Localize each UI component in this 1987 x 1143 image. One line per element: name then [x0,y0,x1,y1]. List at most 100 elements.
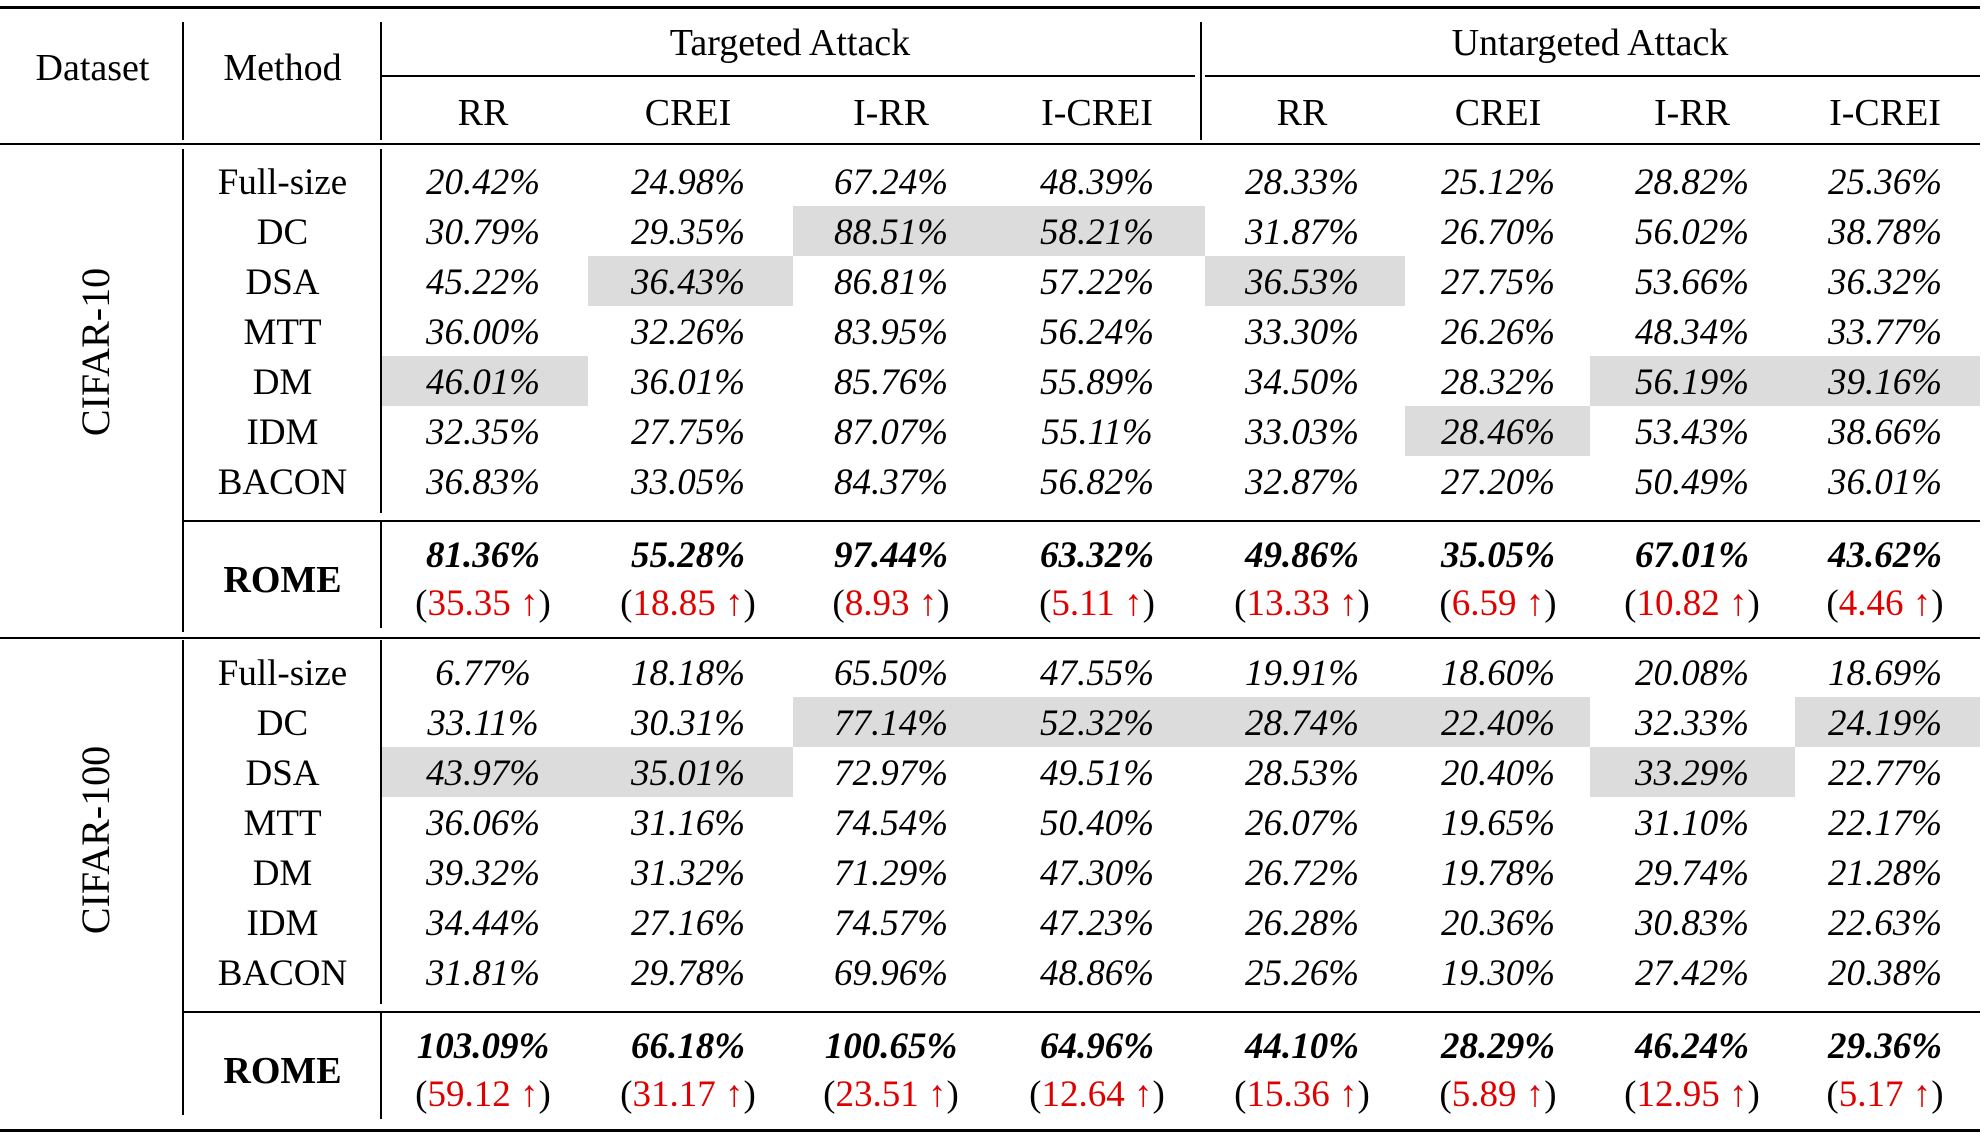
value-cell: 30.79% [425,211,541,253]
rome-value-cell: 64.96% [1039,1025,1155,1067]
value-cell: 26.28% [1244,902,1360,944]
value-cell: 45.22% [425,261,541,303]
gain-number: 15.36 [1246,1073,1330,1115]
rome-value-cell: 66.18% [630,1025,746,1067]
gain-number: 31.17 [632,1073,716,1115]
gain-close-paren: ) [1747,1073,1760,1115]
gain-number: 5.17 [1838,1073,1904,1115]
value-cell: 26.70% [1440,211,1556,253]
gain-close-paren: ) [1357,1073,1370,1115]
value-cell: 48.39% [1039,161,1155,203]
header-bottom-rule [0,143,1980,145]
best-cell-highlight [380,747,588,797]
header-metric-3: I-CREI [1041,92,1153,134]
best-cell-highlight [1795,697,1980,747]
value-cell: 24.98% [630,161,746,203]
untargeted-subrule [1205,75,1980,77]
rome-method-label: ROME [223,1050,342,1092]
gain-open-paren: ( [1624,582,1637,624]
gain-open-paren: ( [832,582,845,624]
gain-number: 12.64 [1041,1073,1125,1115]
value-cell: 29.35% [630,211,746,253]
vrule-targeted-untargeted [1200,22,1202,140]
gain-open-paren: ( [1039,582,1052,624]
best-cell-highlight [380,356,588,406]
value-cell: 55.11% [1041,411,1153,453]
value-cell: 47.23% [1039,902,1155,944]
value-cell: 32.26% [630,311,746,353]
value-cell: 30.31% [630,702,746,744]
value-cell: 25.36% [1827,161,1943,203]
value-cell: 26.72% [1244,852,1360,894]
value-cell: 27.75% [630,411,746,453]
value-cell: 53.43% [1634,411,1750,453]
value-cell: 47.30% [1039,852,1155,894]
gain-close-paren: ) [1747,582,1760,624]
header-untargeted-attack: Untargeted Attack [1451,22,1729,64]
rome-value-cell: 103.09% [416,1025,550,1067]
vrule-block-0-rome [380,522,382,628]
value-cell: 29.78% [630,952,746,994]
rome-gain-cell: (13.33 ↑) [1192,578,1412,628]
up-arrow-icon: ↑ [1329,1073,1358,1115]
header-method: Method [223,46,342,89]
gain-open-paren: ( [1439,582,1452,624]
value-cell: 32.87% [1244,461,1360,503]
gain-number: 10.82 [1636,582,1720,624]
best-cell-highlight [793,697,998,747]
value-cell: 28.74% [1244,702,1360,744]
best-cell-highlight [793,206,998,256]
gain-number: 13.33 [1246,582,1330,624]
best-cell-highlight [1205,697,1405,747]
value-cell: 56.24% [1039,311,1155,353]
gain-number: 5.11 [1051,582,1115,624]
value-cell: 19.78% [1440,852,1556,894]
method-name: DM [252,361,313,403]
value-cell: 20.38% [1827,952,1943,994]
up-arrow-icon: ↑ [1329,582,1358,624]
gain-open-paren: ( [1624,1073,1637,1115]
gain-number: 35.35 [427,582,511,624]
value-cell: 30.83% [1634,902,1750,944]
value-cell: 25.12% [1440,161,1556,203]
best-cell-highlight [998,206,1205,256]
gain-open-paren: ( [1234,1073,1247,1115]
rome-value-cell: 81.36% [425,534,541,576]
rome-gain-cell: (15.36 ↑) [1192,1069,1412,1119]
value-cell: 85.76% [833,361,949,403]
rome-value-cell: 49.86% [1244,534,1360,576]
up-arrow-icon: ↑ [1114,582,1143,624]
rome-gain-cell: (18.85 ↑) [578,578,798,628]
gain-open-paren: ( [1029,1073,1042,1115]
value-cell: 21.28% [1827,852,1943,894]
method-name: DM [252,852,313,894]
value-cell: 36.01% [1827,461,1943,503]
bottom-rule [0,1129,1980,1132]
value-cell: 36.32% [1827,261,1943,303]
gain-open-paren: ( [415,1073,428,1115]
method-name: MTT [243,802,322,844]
value-cell: 35.01% [630,752,746,794]
value-cell: 33.11% [427,702,539,744]
value-cell: 43.97% [425,752,541,794]
gain-close-paren: ) [1931,582,1944,624]
value-cell: 39.16% [1827,361,1943,403]
value-cell: 33.03% [1244,411,1360,453]
method-name: DSA [245,752,320,794]
header-targeted-attack: Targeted Attack [669,22,911,64]
value-cell: 28.53% [1244,752,1360,794]
rome-gain-cell: (10.82 ↑) [1582,578,1802,628]
value-cell: 58.21% [1039,211,1155,253]
value-cell: 71.29% [833,852,949,894]
rome-gain-cell: (8.93 ↑) [781,578,1001,628]
value-cell: 20.36% [1440,902,1556,944]
gain-number: 8.93 [844,582,910,624]
up-arrow-icon: ↑ [1516,1073,1545,1115]
rome-separator-rule [182,520,1980,522]
value-cell: 88.51% [833,211,949,253]
method-name: MTT [243,311,322,353]
rome-value-cell: 35.05% [1440,534,1556,576]
value-cell: 67.24% [833,161,949,203]
rome-value-cell: 55.28% [630,534,746,576]
